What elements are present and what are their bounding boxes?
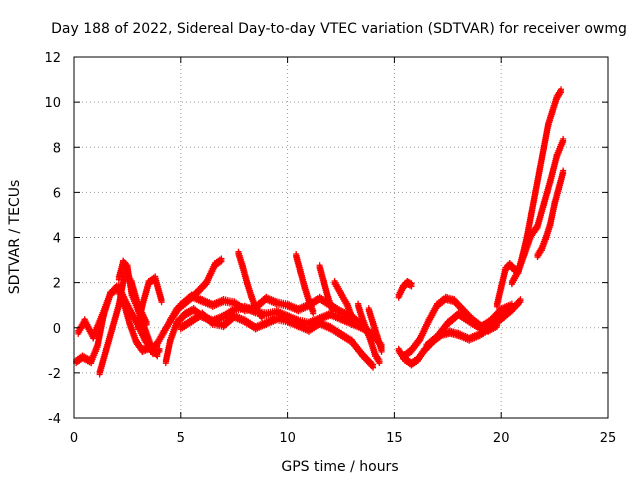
data-point [408, 280, 415, 287]
y-tick-label: 8 [53, 141, 61, 156]
data-points [73, 86, 567, 378]
data-point [370, 361, 377, 368]
data-point [158, 299, 165, 306]
y-tick-label: 4 [53, 232, 61, 247]
series-arc-14 [355, 300, 383, 367]
series-arc-21 [508, 135, 567, 288]
y-tick-label: -2 [48, 367, 61, 382]
series-arc-9 [177, 309, 377, 371]
series-arc-4 [115, 257, 161, 360]
series-arc-19 [423, 300, 515, 351]
y-tick-label: 2 [53, 277, 61, 292]
data-point [154, 353, 161, 360]
x-tick-label: 0 [70, 431, 78, 446]
y-tick-label: -4 [48, 412, 61, 427]
data-point [376, 360, 383, 367]
series-arc-6 [147, 255, 225, 355]
y-axis-title: SDTVAR / TECUs [7, 180, 23, 295]
series-arc-16 [395, 278, 415, 301]
data-point [560, 135, 567, 142]
y-tick-label: 10 [44, 96, 61, 111]
series-arc-12 [316, 262, 336, 315]
y-tick-label: 6 [53, 186, 61, 201]
x-tick-label: 25 [600, 431, 617, 446]
y-tick-label: 12 [44, 51, 61, 66]
x-tick-label: 15 [386, 431, 403, 446]
series-arc-18 [399, 293, 500, 362]
x-tick-label: 10 [279, 431, 296, 446]
x-tick-label: 5 [177, 431, 185, 446]
series-arc-5 [135, 273, 165, 333]
series-arc-11 [293, 250, 317, 317]
data-point [517, 296, 524, 303]
axis-ticks: 0 5 10 15 20 25 -4 -2 0 2 4 6 8 10 12 [44, 51, 616, 446]
data-point [258, 315, 265, 322]
data-point [558, 89, 565, 96]
data-point [508, 300, 515, 307]
y-tick-label: 0 [53, 322, 61, 337]
x-tick-label: 20 [493, 431, 510, 446]
series-arc-10 [235, 248, 265, 322]
data-point [348, 311, 355, 318]
data-point [310, 307, 317, 314]
series-arc-13 [331, 278, 355, 322]
data-point [560, 170, 567, 177]
data-point [378, 348, 385, 355]
data-point [329, 308, 336, 315]
series-arc-15 [365, 305, 385, 355]
grid-lines [74, 57, 608, 418]
x-axis-title: GPS time / hours [281, 459, 398, 475]
series-arc-22 [534, 167, 567, 261]
data-point [493, 320, 500, 327]
data-point [218, 258, 225, 265]
chart-title: Day 188 of 2022, Sidereal Day-to-day VTE… [51, 21, 627, 37]
